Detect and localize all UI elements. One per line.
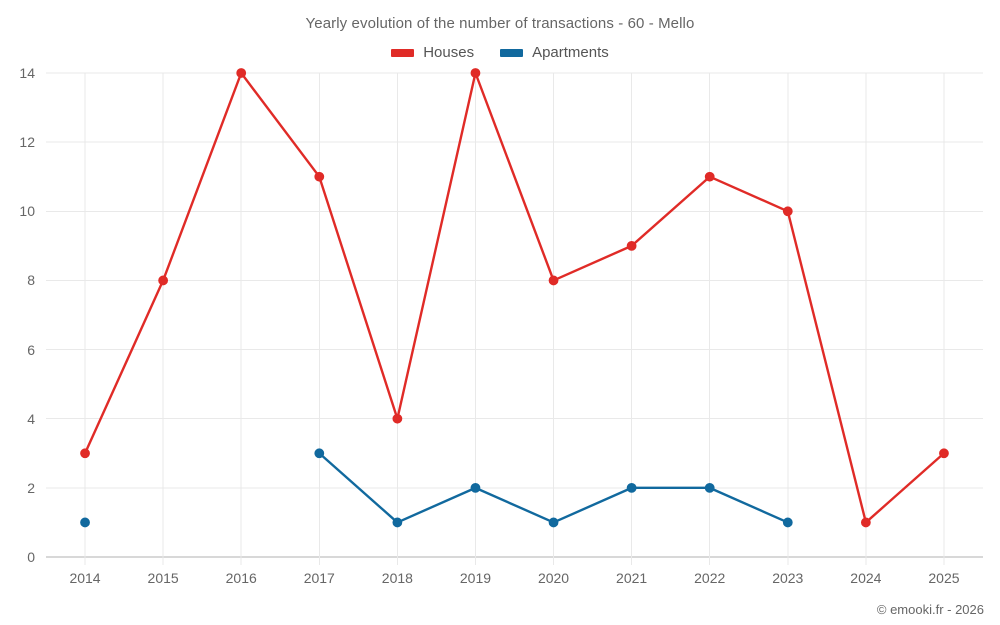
- data-point-marker[interactable]: [704, 482, 715, 493]
- x-axis-tick-label: 2014: [69, 570, 101, 586]
- legend-label-apartments: Apartments: [532, 44, 609, 61]
- data-point-marker[interactable]: [782, 206, 793, 217]
- x-axis-tick-label: 2015: [147, 570, 179, 586]
- chart-legend: Houses Apartments: [0, 44, 1000, 61]
- y-axis-tick-label: 12: [19, 134, 35, 151]
- legend-swatch-houses: [391, 48, 415, 57]
- data-point-marker[interactable]: [548, 517, 559, 528]
- data-point-marker[interactable]: [80, 517, 90, 528]
- data-point-marker[interactable]: [392, 517, 403, 528]
- data-point-marker[interactable]: [704, 171, 715, 182]
- x-axis-tick-label: 2022: [694, 570, 726, 586]
- data-point-marker[interactable]: [860, 517, 871, 528]
- x-axis-tick-label: 2025: [928, 570, 960, 586]
- data-point-marker[interactable]: [548, 275, 559, 286]
- y-axis-tick-label: 6: [27, 341, 35, 358]
- data-point-marker[interactable]: [80, 448, 90, 459]
- x-axis-tick-label: 2020: [537, 570, 570, 586]
- data-point-marker[interactable]: [158, 275, 169, 286]
- legend-swatch-apartments: [500, 48, 524, 57]
- series-line-houses: [83, 71, 946, 524]
- data-point-marker[interactable]: [782, 517, 793, 528]
- y-axis-tick-label: 10: [19, 203, 35, 220]
- x-axis-tick-label: 2019: [459, 570, 492, 586]
- data-point-marker[interactable]: [470, 482, 481, 493]
- x-axis-tick-label: 2023: [772, 570, 804, 586]
- legend-label-houses: Houses: [423, 44, 475, 61]
- data-point-marker[interactable]: [626, 240, 637, 251]
- data-point-marker[interactable]: [626, 482, 637, 493]
- data-point-marker[interactable]: [314, 171, 325, 182]
- data-point-marker[interactable]: [939, 448, 949, 459]
- y-axis-tick-label: 8: [27, 272, 35, 289]
- data-point-marker[interactable]: [236, 68, 247, 78]
- x-axis-tick-label: 2017: [303, 570, 335, 586]
- copyright-credit: © emooki.fr - 2026: [876, 602, 984, 617]
- y-axis-tick-label: 2: [27, 479, 35, 496]
- data-point-marker[interactable]: [470, 68, 481, 78]
- x-axis-tick-label: 2016: [225, 570, 257, 586]
- y-axis-tick-label: 4: [27, 410, 35, 427]
- legend-item-apartments[interactable]: Apartments: [500, 44, 609, 61]
- y-axis-tick-label: 0: [27, 549, 35, 565]
- x-axis-tick-label: 2024: [850, 570, 882, 586]
- x-axis-tick-label: 2021: [616, 570, 648, 586]
- chart-title: Yearly evolution of the number of transa…: [305, 15, 695, 32]
- y-axis-tick-label: 14: [19, 65, 35, 81]
- legend-item-houses[interactable]: Houses: [391, 44, 474, 61]
- data-point-marker[interactable]: [392, 413, 403, 424]
- x-axis-tick-label: 2018: [381, 570, 413, 586]
- data-point-marker[interactable]: [314, 448, 325, 459]
